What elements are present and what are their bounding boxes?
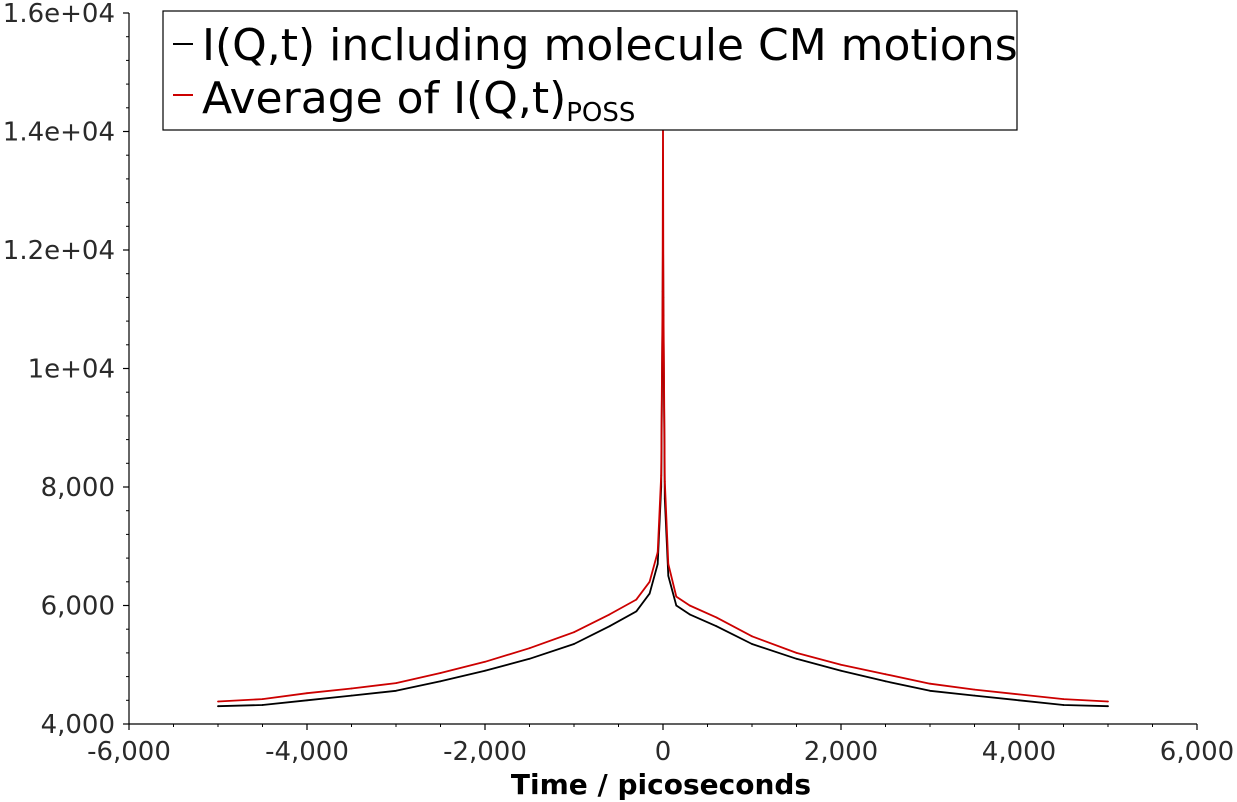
series-0-point [1018, 699, 1020, 702]
series-1-point [715, 616, 718, 619]
series-1-point [660, 474, 663, 476]
series-1-point [667, 563, 670, 565]
series-0-point [608, 625, 611, 628]
series-1-point [350, 687, 353, 690]
series-1-point [635, 598, 638, 601]
legend-label-poss-sub: POSS [566, 98, 635, 128]
series-0-point [439, 680, 442, 683]
y-tick-label: 1e+04 [28, 355, 115, 385]
y-tick-label: 4,000 [41, 710, 115, 740]
series-1-point [484, 660, 486, 663]
series-1-point [573, 631, 575, 634]
series-1-point [663, 480, 666, 482]
series-0-point [261, 704, 264, 706]
series-1-point [795, 652, 798, 654]
series-1-point [648, 580, 651, 583]
series-line-1 [217, 118, 1109, 703]
series-0-point [573, 643, 575, 645]
legend-label-poss: Average of I(Q,t)POSS [202, 73, 635, 128]
x-axis-ticks: -6,000 -4,000 -2,000 0 2,000 4,000 6,000 [87, 724, 1234, 767]
x-tick-label: 0 [655, 737, 672, 767]
legend: I(Q,t) including molecule CM motions Ave… [162, 10, 1018, 131]
series-0-point [973, 694, 976, 697]
series-1-point [528, 647, 531, 650]
series-0-point [675, 604, 678, 607]
legend-label-poss-main: Average of I(Q,t) [202, 73, 566, 124]
legend-label-cm: I(Q,t) including molecule CM motions [202, 20, 1018, 71]
series-0-point [929, 689, 931, 692]
series-0-point [395, 689, 397, 692]
series-1-point [662, 296, 665, 299]
x-tick-label: 2,000 [804, 737, 878, 767]
x-tick-label: -2,000 [443, 737, 527, 767]
x-tick-label: 4,000 [982, 737, 1056, 767]
series-layer [217, 118, 1109, 708]
series-1-point [661, 290, 664, 293]
series-0-point [528, 657, 531, 660]
series-1-point [751, 635, 753, 638]
series-1-point [840, 663, 842, 666]
series-0-point [840, 669, 842, 672]
y-tick-label: 6,000 [41, 592, 115, 622]
series-1-point [261, 698, 264, 700]
series-0-point [795, 657, 798, 660]
y-tick-label: 1.2e+04 [3, 236, 115, 266]
y-tick-label: 8,000 [41, 473, 115, 503]
series-0-point [715, 625, 718, 628]
series-0-point [688, 613, 691, 616]
series-1-point [1062, 698, 1065, 700]
series-0-point [635, 610, 638, 613]
series-1-point [656, 551, 659, 554]
series-1-point [973, 688, 976, 691]
x-axis-title: Time / picoseconds [511, 768, 811, 801]
series-0-point [350, 694, 353, 697]
series-0-point [306, 699, 308, 702]
x-tick-label: -4,000 [265, 737, 349, 767]
series-1-point [929, 682, 931, 685]
y-tick-label: 1.4e+04 [3, 118, 115, 148]
series-0-point [667, 575, 670, 577]
x-tick-label: 6,000 [1160, 737, 1234, 767]
y-axis-ticks: 4,000 6,000 8,000 1e+04 1.2e+04 1.4e+04 1.6e+0… [3, 0, 129, 740]
series-0-point [751, 643, 753, 645]
x-tick-label: -6,000 [87, 737, 171, 767]
series-1-point [1107, 700, 1109, 703]
series-0-point [1062, 704, 1065, 706]
series-1-point [675, 595, 678, 598]
y-tick-label: 1.6e+04 [3, 0, 115, 29]
series-1-point [688, 604, 691, 607]
series-1-point [1018, 693, 1020, 696]
series-0-point [648, 592, 651, 595]
series-0-point [217, 705, 219, 708]
series-1-point [608, 613, 611, 616]
series-1-point [217, 700, 219, 703]
series-0-point [484, 669, 486, 672]
series-1-point [884, 673, 887, 676]
series-1-point [306, 692, 308, 695]
series-0-point [884, 680, 887, 683]
series-0-point [1107, 705, 1109, 708]
series-0-point [656, 563, 659, 565]
series-1-point [395, 682, 397, 684]
legend-box [162, 10, 1018, 131]
series-1-point [439, 672, 442, 674]
